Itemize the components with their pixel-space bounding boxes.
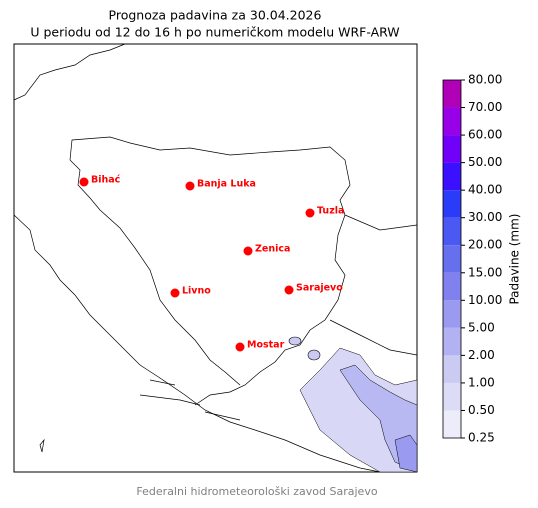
island [39,379,241,453]
city-dot [79,177,89,187]
city-dot [305,208,315,218]
colorbar-band [443,355,461,383]
city-dot [243,246,253,256]
colorbar-tick-label: 1.00 [468,375,495,389]
border [13,43,126,101]
city-label: Sarajevo [296,283,343,294]
colorbar: 0.25 0.50 1.00 2.00 5.00 10.00 15.00 20.00 30.00… [442,73,502,445]
city-dot [185,181,195,191]
border [344,214,418,231]
city-label: Tuzla [317,206,344,217]
colorbar-band [443,410,461,438]
colorbar-tick-label: 20.00 [468,238,502,252]
map [13,43,418,473]
colorbar-band [443,382,461,411]
colorbar-tick-label: 30.00 [468,210,502,224]
colorbar-tick-label: 5.00 [468,320,495,334]
colorbar-band [443,107,461,136]
border [69,159,241,386]
colorbar-band [443,245,461,273]
footer: Federalni hidrometeorološki zavod Saraje… [136,485,377,498]
colorbar-tick-label: 40.00 [468,183,502,197]
border [69,136,351,406]
city-markers: Bihać Banja Luka Tuzla Zenica Livno Sarajevo M… [79,175,344,352]
city-label: Banja Luka [197,179,256,190]
colorbar-frame [442,79,462,439]
colorbar-band [443,162,461,191]
title: Prognoza padavina za 30.04.2026 [109,8,322,23]
colorbar-tick-label: 0.25 [468,431,495,445]
precip-area [394,434,418,473]
border [329,319,418,356]
colorbar-tick-label: 0.50 [468,403,495,417]
colorbar-tick-label: 80.00 [468,73,502,87]
colorbar-band [443,217,461,246]
city-dot [284,285,294,295]
coastline [13,214,381,473]
city-label: Mostar [247,340,285,351]
subtitle: U periodu od 12 do 16 h po numeričkom mo… [30,25,399,40]
city-label: Bihać [91,175,121,186]
colorbar-band [443,327,461,356]
colorbar-band [443,135,461,163]
colorbar-band [443,300,461,328]
colorbar-tick-label: 70.00 [468,100,502,114]
city-dot [235,342,245,352]
colorbar-label: Padavine (mm) [508,213,522,304]
colorbar-band [443,190,461,218]
city-label: Zenica [255,244,290,255]
colorbar-tick-label: 10.00 [468,293,502,307]
colorbar-tick-label: 2.00 [468,348,495,362]
colorbar-band [443,272,461,301]
city-dot [170,288,180,298]
city-label: Livno [182,286,211,297]
colorbar-tick-label: 60.00 [468,128,502,142]
colorbar-band [443,80,461,108]
precip-area [307,349,321,361]
precip-area [288,336,302,346]
colorbar-tick-label: 15.00 [468,265,502,279]
colorbar-tick-label: 50.00 [468,155,502,169]
